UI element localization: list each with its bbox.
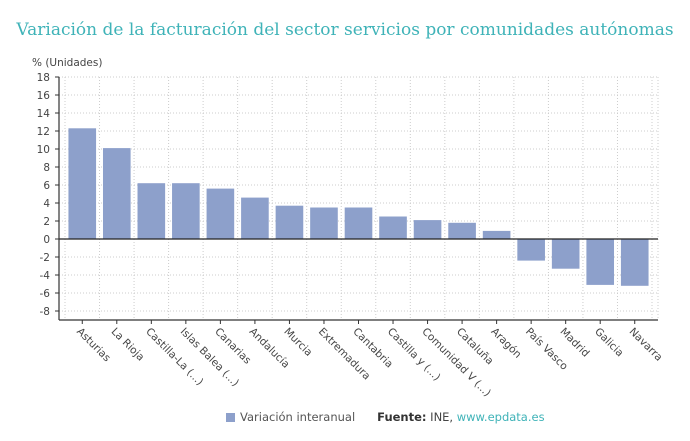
y-tick-label: -2 xyxy=(40,252,50,264)
y-tick-label: -8 xyxy=(40,306,50,318)
x-tick-label: Asturias xyxy=(74,326,113,365)
bar xyxy=(551,239,580,269)
bar xyxy=(275,205,304,239)
source-text: INE, xyxy=(430,410,454,424)
bar xyxy=(241,197,269,239)
source: Fuente: INE, www.epdata.es xyxy=(377,410,544,424)
y-tick-label: 12 xyxy=(37,126,50,138)
y-tick-label: -4 xyxy=(40,270,51,282)
x-tick-label: Galicia xyxy=(592,326,626,360)
y-tick-label: 18 xyxy=(37,72,50,84)
source-link[interactable]: www.epdata.es xyxy=(456,410,545,424)
x-tick-label: Navarra xyxy=(627,326,665,364)
x-tick-label: La Rioja xyxy=(109,326,147,364)
y-tick-label: 4 xyxy=(43,198,50,210)
legend: Variación interanual Fuente: INE, www.ep… xyxy=(226,410,545,424)
chart-title: Variación de la facturación del sector s… xyxy=(16,20,674,40)
y-tick-label: 8 xyxy=(43,162,50,174)
bar xyxy=(310,207,338,239)
y-tick-label: 2 xyxy=(43,216,50,228)
bar xyxy=(413,220,442,239)
bar xyxy=(620,239,649,286)
y-tick-label: 0 xyxy=(43,234,50,246)
x-tick-label: Islas Balea (...) xyxy=(178,326,241,389)
bar xyxy=(482,230,511,239)
x-tick-label: Murcia xyxy=(281,326,314,359)
y-tick-label: 10 xyxy=(37,144,50,156)
bar xyxy=(137,183,166,239)
bar xyxy=(448,222,476,239)
y-tick-label: -6 xyxy=(40,288,51,300)
x-tick-label: Madrid xyxy=(558,326,592,360)
bar xyxy=(344,207,373,239)
bar xyxy=(517,239,545,261)
bar xyxy=(379,216,407,239)
y-tick-label: 16 xyxy=(37,90,51,102)
bar xyxy=(102,148,131,239)
y-axis-label: % (Unidades) xyxy=(32,57,102,69)
x-tick-label: Aragón xyxy=(488,326,523,361)
legend-label: Variación interanual xyxy=(240,410,356,424)
bar xyxy=(68,128,97,239)
bar xyxy=(172,183,200,239)
y-tick-label: 14 xyxy=(37,108,51,120)
bar xyxy=(206,188,235,239)
source-label: Fuente: xyxy=(377,410,427,424)
bar xyxy=(586,239,615,285)
legend-swatch xyxy=(226,412,235,422)
y-tick-label: 6 xyxy=(43,180,50,192)
